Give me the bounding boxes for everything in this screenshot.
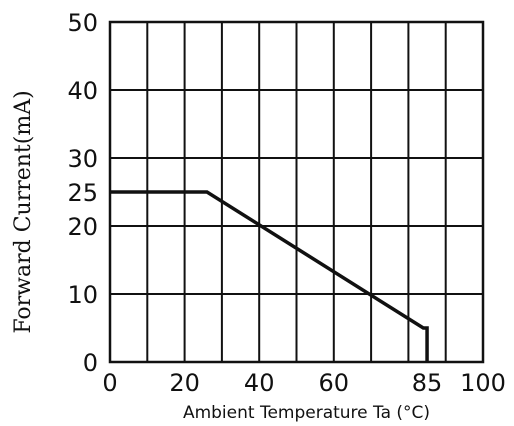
y-tick-label: 10	[67, 281, 98, 309]
x-tick-label: 20	[169, 369, 200, 397]
x-axis-label: Ambient Temperature Ta (°C)	[183, 403, 430, 423]
series-line	[110, 190, 429, 362]
grid	[110, 22, 483, 362]
x-tick-label: 85	[412, 369, 443, 397]
x-tick-label: 60	[319, 369, 350, 397]
series-layer	[110, 190, 429, 362]
y-axis-label: Forward Current(mA)	[11, 90, 36, 333]
y-tick-label: 50	[67, 9, 98, 37]
y-tick-label: 20	[67, 213, 98, 241]
x-tick-label: 40	[244, 369, 275, 397]
x-tick-label: 100	[460, 369, 506, 397]
y-tick-labels: 0 10 20 25 30 40 50	[67, 9, 98, 377]
y-tick-label: 40	[67, 77, 98, 105]
y-tick-label: 25	[67, 179, 98, 207]
y-tick-label: 30	[67, 145, 98, 173]
y-tick-label: 0	[83, 349, 98, 377]
x-tick-labels: 0 20 40 60 85 100	[102, 369, 506, 397]
x-tick-label: 0	[102, 369, 117, 397]
